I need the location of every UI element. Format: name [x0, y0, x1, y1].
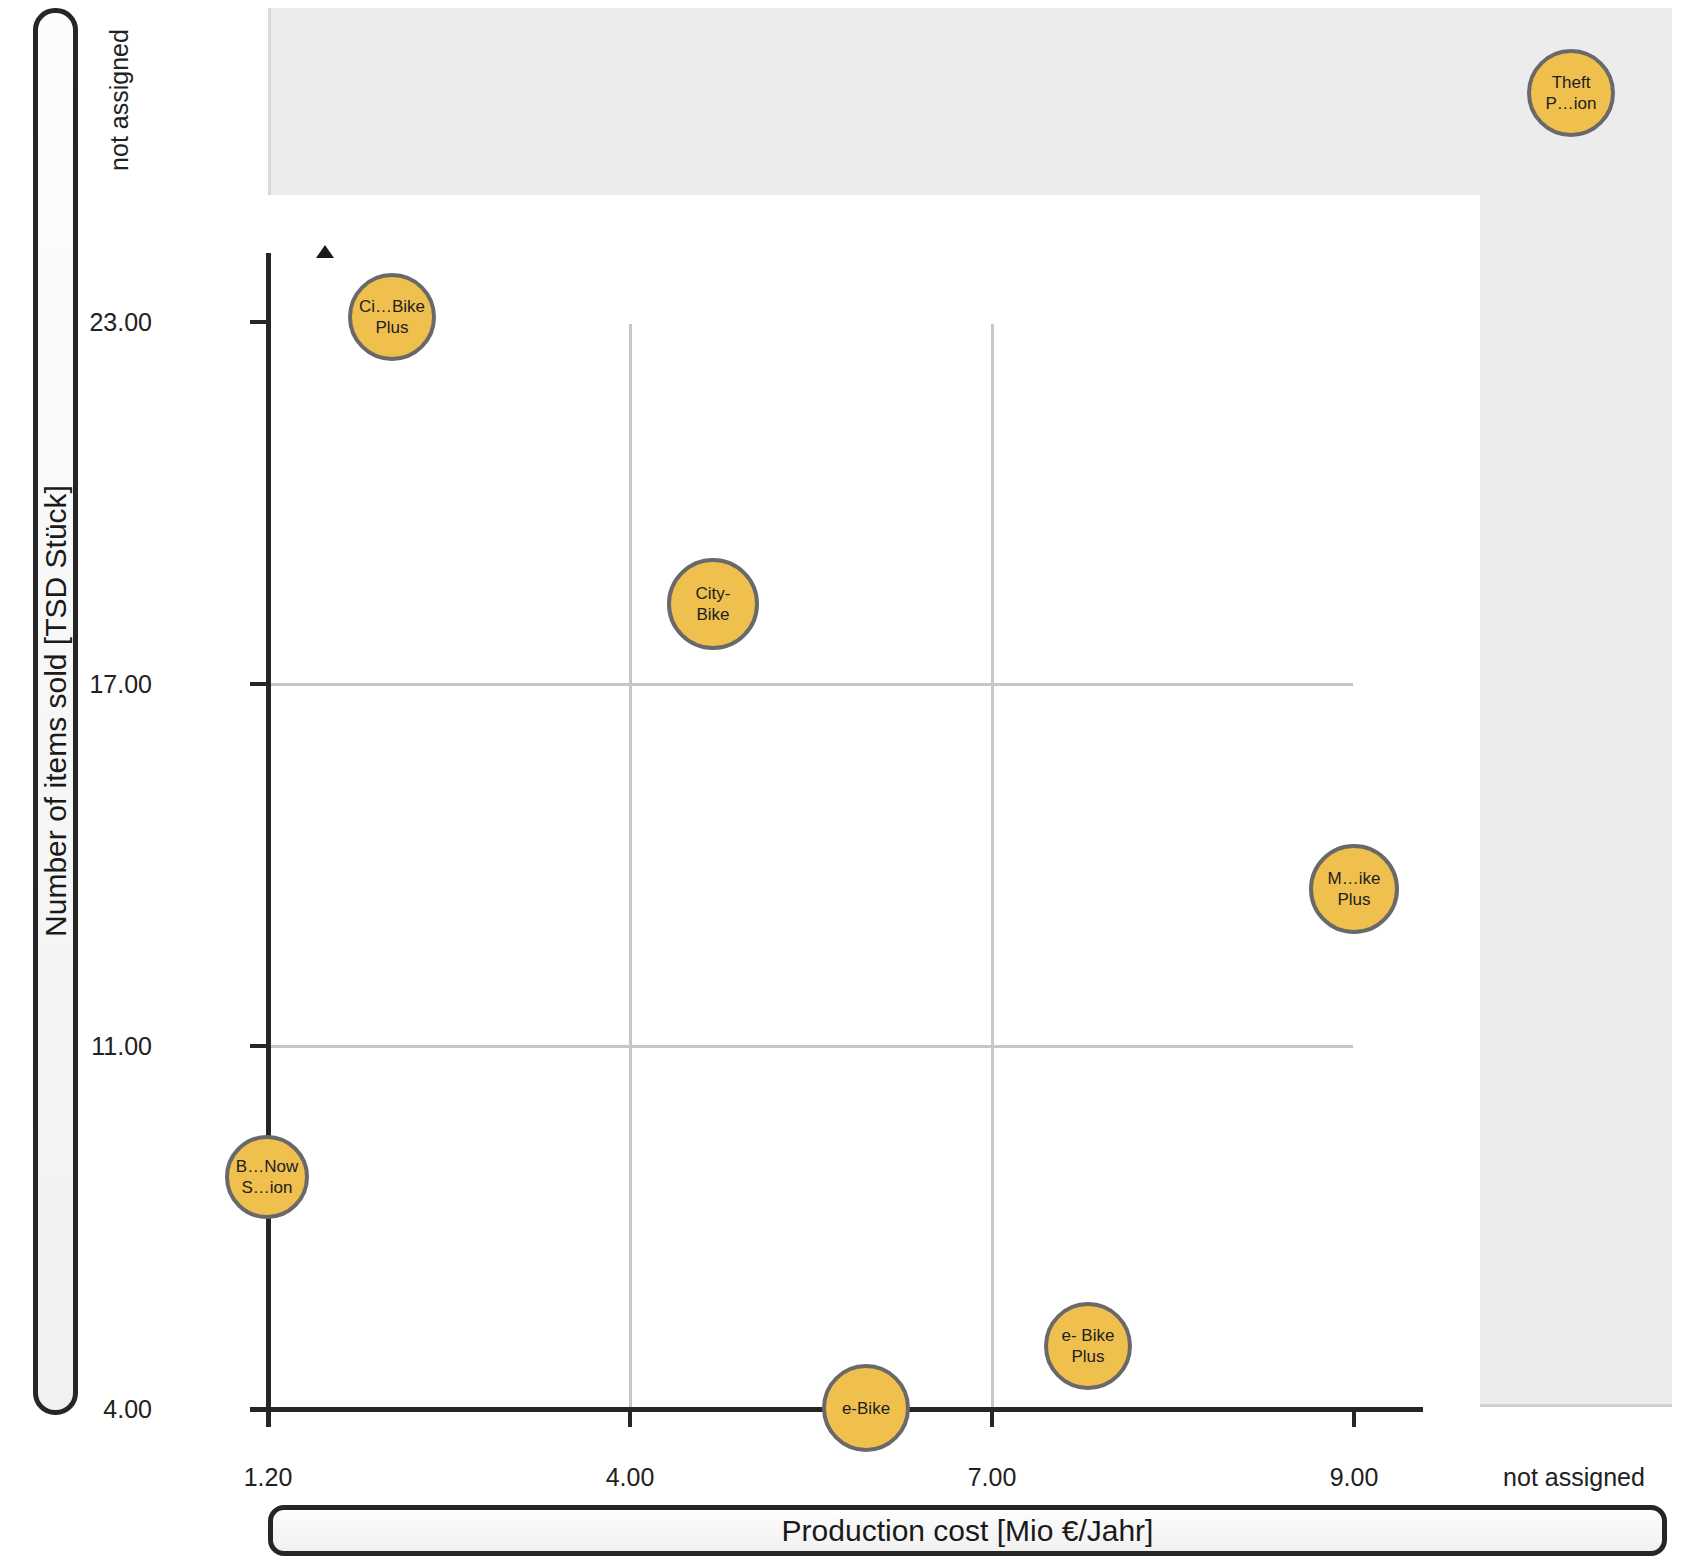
y-gridline	[268, 683, 1353, 686]
bubble-e-bike-plus[interactable]: e- BikePlus	[1044, 1302, 1132, 1390]
x-tick-label: 7.00	[892, 1463, 1092, 1491]
x-gridline	[629, 324, 632, 1407]
bubble-label: B…NowS…ion	[236, 1156, 298, 1198]
x-axis-title: Production cost [Mio €/Jahr]	[782, 1514, 1154, 1548]
x-gridline	[991, 324, 994, 1407]
bubble-label: e-Bike	[842, 1398, 890, 1419]
bubble-chart-canvas: 1.204.007.009.0023.0017.0011.004.00 not …	[0, 0, 1708, 1560]
not-assigned-band-top	[268, 8, 1672, 195]
bubble-theft-p-ion[interactable]: TheftP…ion	[1527, 49, 1615, 137]
y-axis-title: Number of items sold [TSD Stück]	[39, 485, 73, 937]
bubble-ci-bike-plus[interactable]: Ci…BikePlus	[348, 273, 436, 361]
x-axis-not-assigned-label: not assigned	[1424, 1463, 1708, 1492]
x-tick-label: 4.00	[530, 1463, 730, 1491]
bubble-city-bike[interactable]: City-Bike	[667, 558, 759, 650]
bubble-label: TheftP…ion	[1545, 72, 1596, 114]
bubble-m-ike-plus[interactable]: M…ikePlus	[1309, 844, 1399, 934]
not-assigned-band-right	[1480, 195, 1672, 1407]
y-axis-not-assigned-label: not assigned	[105, 29, 134, 171]
bubble-label: M…ikePlus	[1328, 868, 1381, 910]
bubble-e-bike[interactable]: e-Bike	[822, 1364, 910, 1452]
x-axis-title-pill[interactable]: Production cost [Mio €/Jahr]	[268, 1505, 1667, 1556]
overflow-arrow-icon	[316, 245, 334, 258]
bubble-b-now-s-ion[interactable]: B…NowS…ion	[225, 1135, 309, 1219]
y-axis-line	[266, 253, 271, 1427]
bubble-label: e- BikePlus	[1062, 1325, 1115, 1367]
x-tick-label: 1.20	[168, 1463, 368, 1491]
bubble-label: Ci…BikePlus	[359, 296, 425, 338]
y-gridline	[268, 1045, 1353, 1048]
bubble-label: City-Bike	[696, 583, 731, 625]
